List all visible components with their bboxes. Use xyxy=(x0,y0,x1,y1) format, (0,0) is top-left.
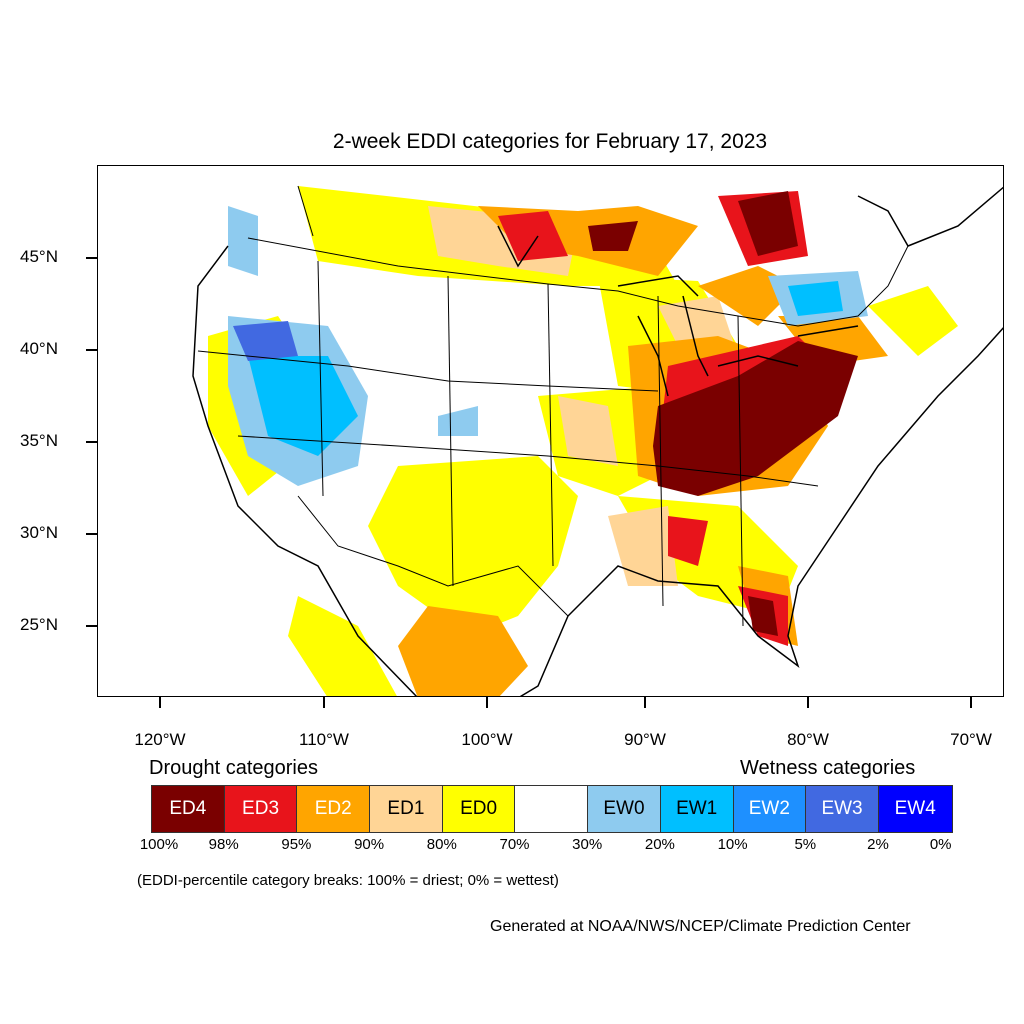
lon-tick xyxy=(807,697,809,708)
lat-label-45: 45°N xyxy=(20,247,58,266)
map-canvas xyxy=(192,185,1003,696)
lon-tick xyxy=(486,697,488,708)
lon-tick xyxy=(970,697,972,708)
legend-box-ew2: EW2 xyxy=(733,786,807,832)
lon-label-110: 110°W xyxy=(299,730,349,749)
percentile-label: 95% xyxy=(281,836,312,853)
legend-box-ew4: EW4 xyxy=(878,786,952,832)
credit-text: Generated at NOAA/NWS/NCEP/Climate Predi… xyxy=(490,918,911,935)
percentile-label: 10% xyxy=(717,836,748,853)
lon-tick xyxy=(323,697,325,708)
legend-box-ed3: ED3 xyxy=(224,786,298,832)
legend-bar: ED4 ED3 ED2 ED1 ED0 EW0 EW1 EW2 EW3 EW4 xyxy=(151,785,953,833)
percentile-label: 70% xyxy=(499,836,530,853)
lat-label-35: 35°N xyxy=(20,431,58,450)
eddi-map xyxy=(97,165,1004,697)
lon-label-100: 100°W xyxy=(461,730,513,749)
drought-heading: Drought categories xyxy=(149,757,318,779)
wetness-heading: Wetness categories xyxy=(740,757,916,779)
lat-tick xyxy=(86,349,97,351)
lat-label-30: 30°N xyxy=(20,523,58,542)
lat-label-40: 40°N xyxy=(20,339,58,358)
lon-label-120: 120°W xyxy=(134,730,186,749)
lon-tick xyxy=(159,697,161,708)
lon-label-80: 80°W xyxy=(787,730,829,749)
percentile-label: 20% xyxy=(644,836,675,853)
percentile-label: 30% xyxy=(572,836,603,853)
legend-box-ed2: ED2 xyxy=(297,786,371,832)
legend-box-ew3: EW3 xyxy=(806,786,879,832)
lon-label-90: 90°W xyxy=(624,730,666,749)
lat-label-25: 25°N xyxy=(20,615,58,634)
ew1-region xyxy=(248,281,843,456)
percentile-label: 0% xyxy=(929,836,952,853)
percentile-label: 100% xyxy=(139,836,179,853)
lon-label-70: 70°W xyxy=(950,730,992,749)
legend-box-ed0: ED0 xyxy=(442,786,516,832)
legend-box-ew1: EW1 xyxy=(660,786,734,832)
legend-box-neutral xyxy=(515,786,589,832)
lat-tick xyxy=(86,257,97,259)
category-note: (EDDI-percentile category breaks: 100% =… xyxy=(137,872,559,889)
percentile-label: 90% xyxy=(354,836,385,853)
coastlines xyxy=(192,186,1003,696)
legend-box-ed4: ED4 xyxy=(152,786,225,832)
boundaries xyxy=(197,185,909,627)
percentile-label: 2% xyxy=(867,836,889,853)
lon-tick xyxy=(644,697,646,708)
percentile-label: 98% xyxy=(208,836,239,853)
lat-tick xyxy=(86,533,97,535)
percentile-label: 5% xyxy=(794,836,817,853)
ew3-region xyxy=(233,321,298,361)
percentile-label: 80% xyxy=(426,836,457,853)
lat-tick xyxy=(86,625,97,627)
map-title: 2-week EDDI categories for February 17, … xyxy=(332,130,768,153)
legend-box-ed1: ED1 xyxy=(370,786,443,832)
legend-box-ew0: EW0 xyxy=(588,786,661,832)
lat-tick xyxy=(86,441,97,443)
ed4-region xyxy=(588,191,858,636)
